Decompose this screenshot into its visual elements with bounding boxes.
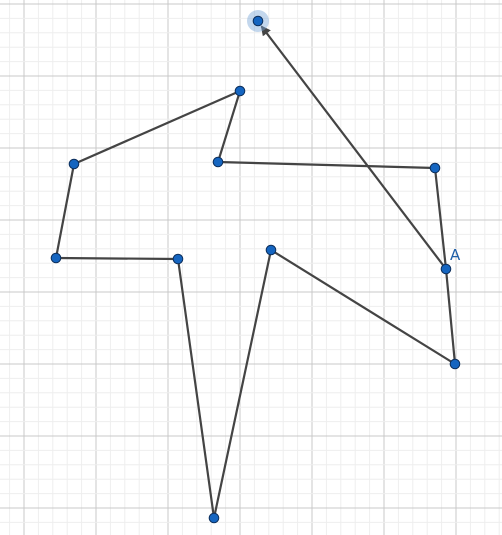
- point-a[interactable]: [440, 263, 452, 275]
- segment[interactable]: [54, 256, 180, 261]
- segment[interactable]: [216, 160, 437, 170]
- vector-arrow[interactable]: [260, 25, 448, 271]
- segment[interactable]: [212, 248, 273, 520]
- segment[interactable]: [269, 248, 457, 366]
- point[interactable]: [449, 358, 461, 370]
- points-layer[interactable]: A: [50, 10, 461, 524]
- point[interactable]: [68, 158, 80, 170]
- point[interactable]: [265, 244, 277, 256]
- segment[interactable]: [444, 267, 457, 366]
- point-label-a: A: [450, 246, 461, 264]
- segment[interactable]: [176, 257, 216, 520]
- polyline-path[interactable]: [54, 25, 457, 520]
- segment[interactable]: [216, 89, 242, 164]
- point[interactable]: [208, 512, 220, 524]
- point[interactable]: [50, 252, 62, 264]
- segment[interactable]: [433, 166, 448, 271]
- point[interactable]: [429, 162, 441, 174]
- point[interactable]: [234, 85, 246, 97]
- point-selected[interactable]: [252, 15, 264, 27]
- segment[interactable]: [72, 89, 242, 166]
- segment[interactable]: [54, 162, 76, 260]
- point[interactable]: [212, 156, 224, 168]
- point[interactable]: [172, 253, 184, 265]
